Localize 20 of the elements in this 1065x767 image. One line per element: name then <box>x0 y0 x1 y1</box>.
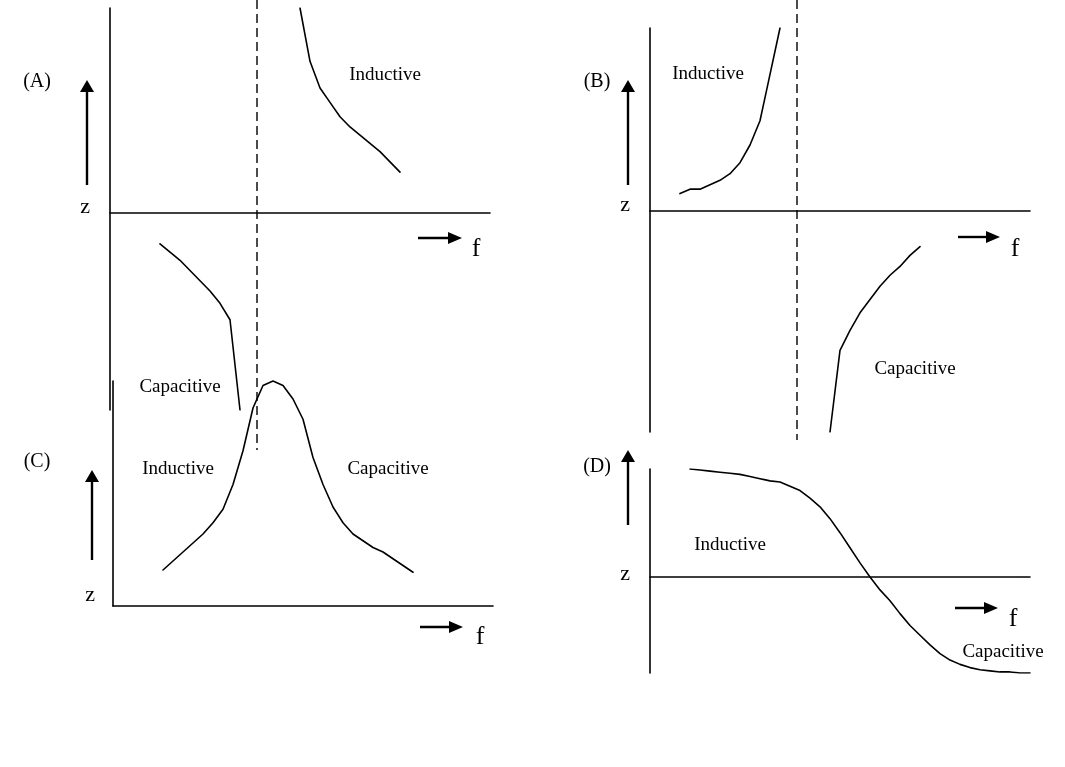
text: (A) <box>23 69 51 92</box>
x-axis-title: f <box>1010 232 1020 262</box>
y-axis-title: z <box>80 192 91 218</box>
series-label: Capacitive <box>874 356 956 378</box>
annotation: Inductive <box>694 532 766 554</box>
text: (C) <box>23 449 51 472</box>
series-label: Capacitive <box>347 456 429 478</box>
y-axis-title: z <box>620 190 631 216</box>
x-axis-title: f <box>471 232 481 262</box>
legend-label: Inductive <box>142 456 214 478</box>
series-label: Capacitive <box>139 374 221 396</box>
text: (B) <box>583 69 611 92</box>
x-axis-title: f <box>475 620 485 650</box>
chart-title: (D) <box>583 454 611 477</box>
annotation: Capacitive <box>962 639 1044 661</box>
y-axis-title: z <box>85 580 96 606</box>
x-axis-title: f <box>1008 602 1018 632</box>
y-axis-title: z <box>620 559 631 585</box>
series-label: Inductive <box>349 62 421 84</box>
series-label: Inductive <box>672 61 744 83</box>
